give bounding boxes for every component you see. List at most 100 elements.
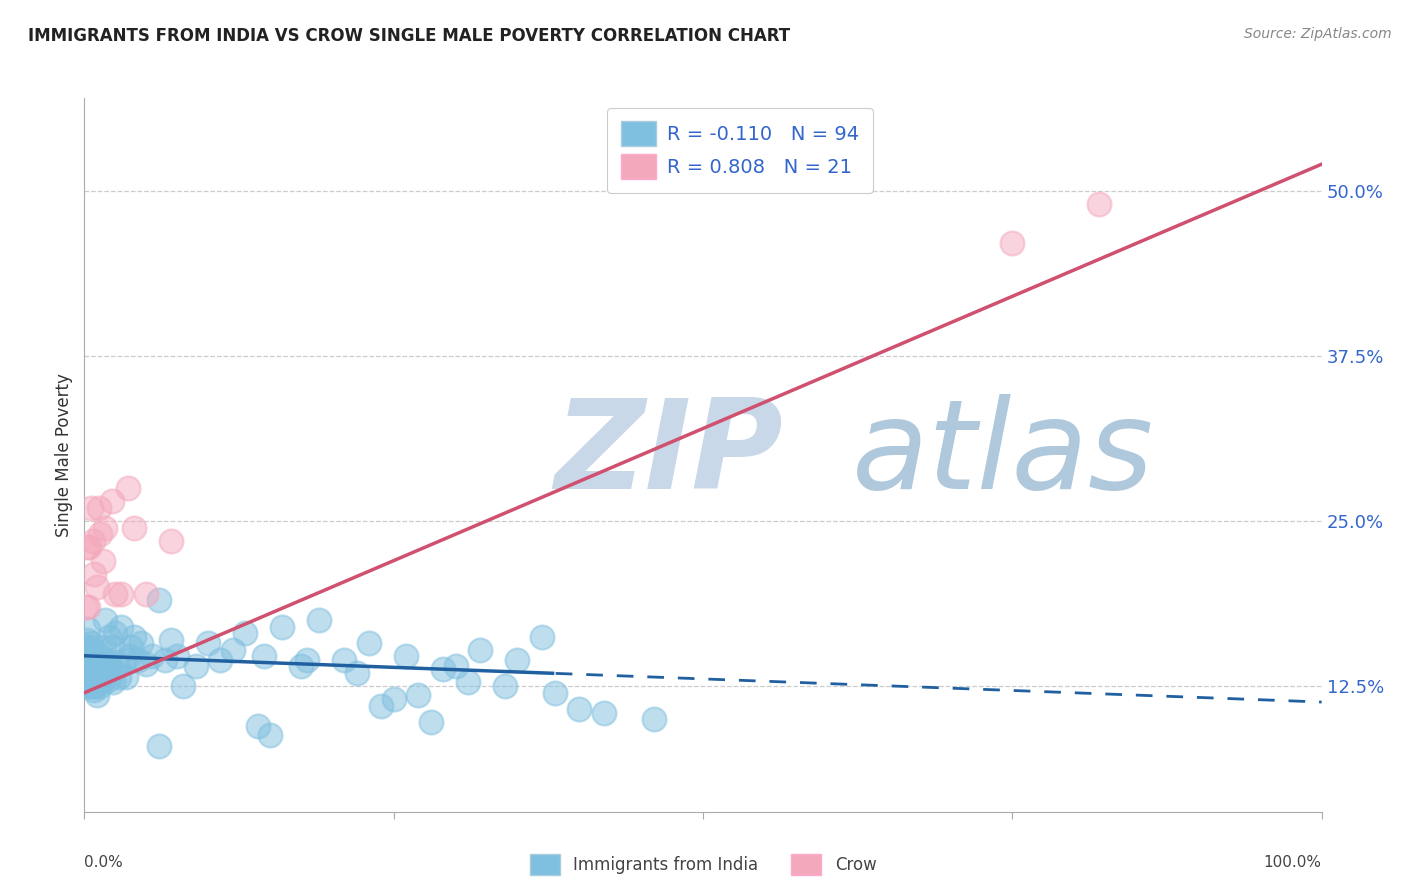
Point xyxy=(82,662,104,676)
Point xyxy=(79,500,101,515)
Point xyxy=(172,679,194,693)
Point xyxy=(79,643,101,657)
Point xyxy=(77,640,100,654)
Point xyxy=(470,643,492,657)
Point xyxy=(141,648,163,663)
Point xyxy=(408,689,430,703)
Point xyxy=(75,599,97,614)
Point xyxy=(91,554,114,568)
Point xyxy=(568,701,591,715)
Point xyxy=(100,494,122,508)
Point xyxy=(76,662,98,676)
Point xyxy=(80,675,103,690)
Point xyxy=(110,620,132,634)
Point xyxy=(246,719,269,733)
Y-axis label: Single Male Poverty: Single Male Poverty xyxy=(55,373,73,537)
Point xyxy=(86,670,108,684)
Point xyxy=(444,659,467,673)
Point xyxy=(259,728,281,742)
Point xyxy=(94,520,117,534)
Point xyxy=(79,659,101,673)
Point xyxy=(83,665,105,679)
Point xyxy=(105,657,128,671)
Text: 100.0%: 100.0% xyxy=(1264,855,1322,870)
Point xyxy=(357,635,380,649)
Point xyxy=(87,675,110,690)
Point xyxy=(76,679,98,693)
Point xyxy=(93,640,115,654)
Point xyxy=(253,648,276,663)
Point xyxy=(91,653,114,667)
Point xyxy=(75,653,97,667)
Point xyxy=(129,635,152,649)
Point xyxy=(98,630,121,644)
Point xyxy=(290,659,312,673)
Point xyxy=(83,683,105,698)
Point xyxy=(432,662,454,676)
Point xyxy=(295,653,318,667)
Point xyxy=(76,632,98,647)
Text: ZIP: ZIP xyxy=(554,394,783,516)
Point xyxy=(643,712,665,726)
Point xyxy=(184,659,207,673)
Point xyxy=(76,648,98,663)
Point xyxy=(79,653,101,667)
Point xyxy=(86,580,108,594)
Point xyxy=(233,626,256,640)
Point xyxy=(77,673,100,687)
Point xyxy=(209,653,232,667)
Point xyxy=(115,670,138,684)
Point xyxy=(77,657,100,671)
Text: Source: ZipAtlas.com: Source: ZipAtlas.com xyxy=(1244,27,1392,41)
Point xyxy=(1088,197,1111,211)
Point xyxy=(419,714,441,729)
Point xyxy=(97,673,120,687)
Point xyxy=(112,653,135,667)
Point xyxy=(77,623,100,637)
Point xyxy=(76,541,98,555)
Point xyxy=(89,679,111,693)
Point xyxy=(506,653,529,667)
Text: IMMIGRANTS FROM INDIA VS CROW SINGLE MALE POVERTY CORRELATION CHART: IMMIGRANTS FROM INDIA VS CROW SINGLE MAL… xyxy=(28,27,790,45)
Text: 0.0%: 0.0% xyxy=(84,855,124,870)
Point xyxy=(104,587,127,601)
Point xyxy=(75,665,97,680)
Point xyxy=(122,520,145,534)
Point xyxy=(197,635,219,649)
Point xyxy=(89,665,111,680)
Point xyxy=(80,657,103,671)
Point xyxy=(308,613,330,627)
Point xyxy=(89,500,111,515)
Point xyxy=(79,675,101,690)
Point xyxy=(457,675,479,690)
Point xyxy=(75,640,97,654)
Point xyxy=(82,533,104,548)
Point xyxy=(346,665,368,680)
Point xyxy=(94,613,117,627)
Point xyxy=(79,635,101,649)
Point xyxy=(91,673,114,687)
Point xyxy=(222,643,245,657)
Text: atlas: atlas xyxy=(852,394,1153,516)
Point xyxy=(89,527,111,541)
Point xyxy=(83,566,105,581)
Point xyxy=(87,657,110,671)
Point xyxy=(86,689,108,703)
Point xyxy=(84,679,107,693)
Point xyxy=(1001,236,1024,251)
Point xyxy=(153,653,176,667)
Point xyxy=(117,481,139,495)
Point xyxy=(120,640,142,654)
Point xyxy=(89,648,111,663)
Point xyxy=(160,632,183,647)
Point xyxy=(118,648,141,663)
Point xyxy=(166,648,188,663)
Point xyxy=(395,648,418,663)
Point xyxy=(333,653,356,667)
Point xyxy=(104,626,127,640)
Point xyxy=(122,630,145,644)
Point xyxy=(135,587,157,601)
Point xyxy=(370,698,392,713)
Point xyxy=(77,599,100,614)
Point xyxy=(382,692,405,706)
